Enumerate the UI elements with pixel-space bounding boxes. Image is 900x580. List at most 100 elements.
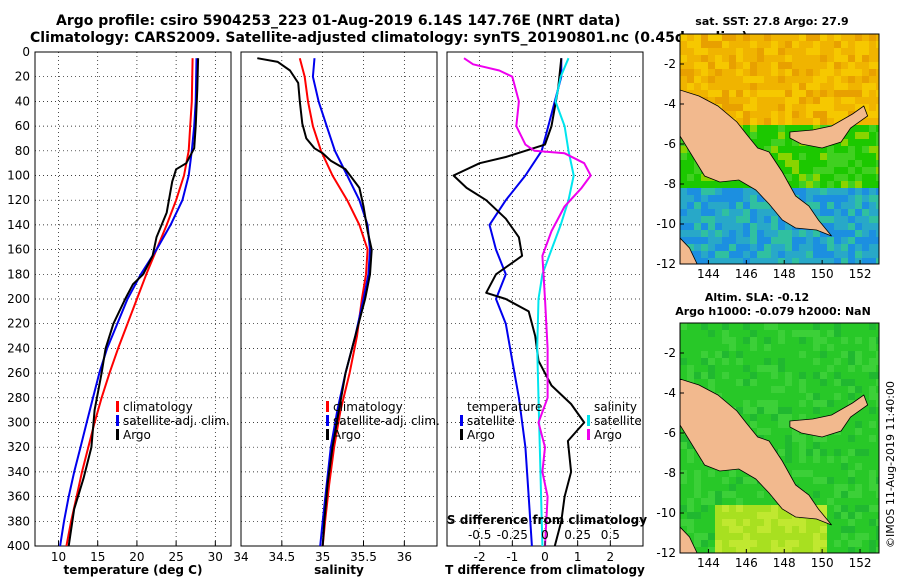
map-cell	[799, 181, 806, 188]
map-cell	[694, 519, 701, 526]
map-cell	[806, 526, 813, 533]
map-cell	[722, 519, 729, 526]
map-cell	[862, 104, 869, 111]
map-cell	[708, 477, 715, 484]
map-cell	[799, 407, 806, 414]
map-cell	[729, 223, 736, 230]
map-cell	[799, 48, 806, 55]
map-cell	[764, 372, 771, 379]
y-tick-label: 360	[7, 490, 30, 504]
map-cell	[869, 251, 876, 258]
map-cell	[694, 351, 701, 358]
map-cell	[820, 34, 827, 41]
x-tick-label: 1	[574, 550, 582, 564]
map-cell	[792, 48, 799, 55]
map-cell	[834, 456, 841, 463]
map-cell	[778, 118, 785, 125]
map-cell	[715, 202, 722, 209]
map-cell	[757, 244, 764, 251]
map-cell	[785, 463, 792, 470]
imos-credit: ©IMOS 11-Aug-2019 11:40:00	[884, 381, 897, 548]
map-cell	[687, 34, 694, 41]
map-cell	[876, 400, 879, 407]
map-cell	[806, 449, 813, 456]
map-cell	[694, 244, 701, 251]
map-cell	[855, 188, 862, 195]
map-cell	[834, 533, 841, 540]
x-tick-label: 34	[233, 550, 248, 564]
map-cell	[680, 195, 687, 202]
map-cell	[785, 526, 792, 533]
map-cell	[876, 407, 879, 414]
map-cell	[876, 118, 879, 125]
map-cell	[757, 139, 764, 146]
map-cell	[778, 351, 785, 358]
map-cell	[708, 323, 715, 330]
map-cell	[806, 90, 813, 97]
map-cell	[827, 258, 834, 264]
map-cell	[841, 48, 848, 55]
series-line-temperature-satellite	[488, 58, 563, 546]
map-cell	[715, 470, 722, 477]
map-cell	[757, 69, 764, 76]
map-cell	[876, 421, 879, 428]
map-cell	[757, 323, 764, 330]
map-cell	[743, 379, 750, 386]
map-cell	[715, 34, 722, 41]
map-cell	[855, 104, 862, 111]
map-cell	[708, 181, 715, 188]
map-cell	[715, 195, 722, 202]
map-cell	[827, 174, 834, 181]
map-cell	[701, 512, 708, 519]
map-cell	[869, 442, 876, 449]
map-cell	[862, 41, 869, 48]
map-cell	[834, 540, 841, 547]
map-cell	[820, 244, 827, 251]
map-cell	[708, 372, 715, 379]
map-cell	[799, 435, 806, 442]
map-cell	[862, 344, 869, 351]
map-cell	[694, 498, 701, 505]
map-cell	[799, 351, 806, 358]
map-cell	[764, 344, 771, 351]
map-cell	[715, 351, 722, 358]
map-cell	[827, 358, 834, 365]
map-cell	[785, 533, 792, 540]
map-cell	[813, 195, 820, 202]
map-cell	[834, 526, 841, 533]
map-cell	[792, 470, 799, 477]
map-cell	[813, 484, 820, 491]
map-cell	[764, 512, 771, 519]
map-cell	[827, 34, 834, 41]
map-cell	[869, 330, 876, 337]
map-cell	[806, 258, 813, 264]
map-cell	[736, 512, 743, 519]
map-cell	[820, 146, 827, 153]
map-cell	[771, 365, 778, 372]
map-cell	[855, 421, 862, 428]
x-tick-label: 35	[315, 550, 330, 564]
map-cell	[729, 498, 736, 505]
map-cell	[862, 442, 869, 449]
map-cell	[806, 379, 813, 386]
map-cell	[708, 358, 715, 365]
map-cell	[715, 372, 722, 379]
map-cell	[834, 76, 841, 83]
map-cell	[680, 76, 687, 83]
map-cell	[701, 365, 708, 372]
map-cell	[743, 512, 750, 519]
map-cell	[841, 470, 848, 477]
map-cell	[862, 55, 869, 62]
map-cell	[813, 491, 820, 498]
map-cell	[708, 202, 715, 209]
map-cell	[862, 160, 869, 167]
map-cell	[813, 146, 820, 153]
map-cell	[841, 358, 848, 365]
map-cell	[701, 533, 708, 540]
map-cell	[764, 519, 771, 526]
map-cell	[792, 442, 799, 449]
map-cell	[757, 258, 764, 264]
map-cell	[792, 34, 799, 41]
map-cell	[687, 237, 694, 244]
map-cell	[820, 386, 827, 393]
